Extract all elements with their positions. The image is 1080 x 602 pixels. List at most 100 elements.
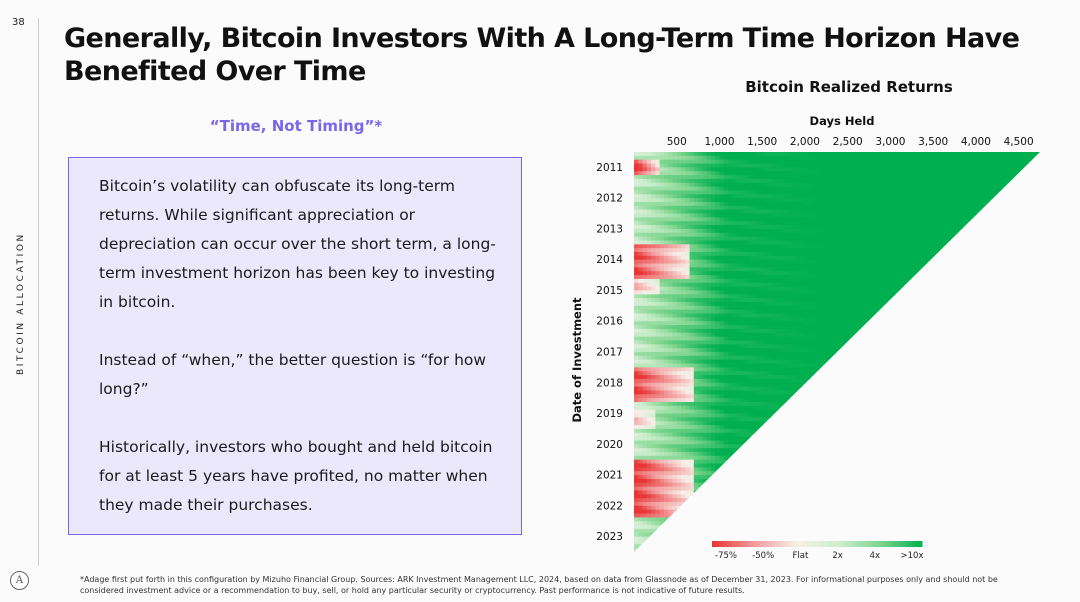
heatmap-cell	[766, 394, 772, 399]
heatmap-cell	[745, 190, 750, 195]
heatmap-cell	[659, 248, 665, 253]
heatmap-cell	[681, 471, 686, 476]
heatmap-cell	[676, 186, 682, 192]
heatmap-cell	[779, 267, 785, 272]
heatmap-cell	[736, 436, 742, 442]
heatmap-cell	[796, 236, 802, 242]
heatmap-cell	[963, 202, 968, 207]
heatmap-cell	[1022, 155, 1028, 161]
heatmap-cell	[710, 163, 716, 168]
heatmap-cell	[770, 286, 776, 292]
heatmap-cell	[1014, 159, 1020, 165]
heatmap-cell	[723, 444, 729, 449]
heatmap-cell	[1018, 171, 1024, 176]
heatmap-cell	[655, 394, 661, 399]
heatmap-cell	[676, 405, 682, 411]
heatmap-cell	[903, 259, 909, 265]
heatmap-cell	[651, 340, 656, 345]
heatmap-cell	[659, 190, 665, 195]
heatmap-cell	[1001, 178, 1007, 184]
heatmap-cell	[1018, 159, 1024, 165]
heatmap-cell	[668, 240, 674, 245]
heatmap-cell	[762, 267, 768, 272]
heatmap-cell	[839, 175, 845, 180]
heatmap-cell	[681, 336, 686, 342]
heatmap-cell	[702, 328, 708, 334]
heatmap-cell	[749, 278, 755, 284]
heatmap-cell	[809, 228, 815, 234]
heatmap-cell	[839, 340, 845, 345]
heatmap-cell	[933, 228, 939, 234]
heatmap-cell	[762, 336, 768, 342]
heatmap-cell	[736, 232, 742, 238]
heatmap-cell	[753, 202, 759, 207]
heatmap-cell	[710, 352, 716, 357]
heatmap-cell	[796, 367, 802, 372]
heatmap-cell	[847, 205, 853, 211]
heatmap-cell	[911, 163, 917, 168]
heatmap-cell	[698, 213, 703, 218]
heatmap-cell	[804, 340, 810, 345]
heatmap-cell	[911, 275, 917, 280]
heatmap-cell	[681, 367, 686, 372]
heatmap-cell	[822, 232, 827, 238]
heatmap-cell	[873, 302, 879, 307]
heatmap-cell	[839, 313, 845, 318]
heatmap-cell	[941, 228, 947, 234]
heatmap-cell	[762, 313, 768, 318]
heatmap-cell	[655, 459, 661, 465]
heatmap-cell	[941, 232, 947, 238]
heatmap-cell	[672, 213, 678, 218]
heatmap-cell	[770, 155, 776, 161]
heatmap-cell	[800, 194, 806, 199]
heatmap-cell	[651, 290, 656, 295]
heatmap-cell	[710, 440, 716, 445]
heatmap-cell	[651, 367, 656, 372]
heatmap-cell	[796, 386, 802, 392]
heatmap-cell	[809, 378, 815, 384]
heatmap-cell	[869, 290, 874, 295]
heatmap-cell	[804, 359, 810, 365]
heatmap-cell	[804, 167, 810, 172]
heatmap-cell	[886, 186, 892, 192]
heatmap-cell	[830, 163, 836, 168]
heatmap-cell	[672, 475, 678, 480]
heatmap-cell	[804, 202, 810, 207]
heatmap-cell	[770, 290, 776, 295]
heatmap-cell	[638, 228, 644, 234]
heatmap-cell	[988, 159, 994, 165]
heatmap-cell	[898, 175, 904, 180]
heatmap-cell	[860, 309, 866, 315]
heatmap-cell	[659, 198, 665, 203]
heatmap-cell	[1010, 175, 1015, 180]
heatmap-cell	[655, 228, 661, 234]
heatmap-cell	[698, 348, 703, 353]
heatmap-cell	[663, 428, 669, 434]
heatmap-cell	[843, 236, 849, 242]
heatmap-cell	[869, 163, 874, 168]
heatmap-cell	[706, 448, 712, 453]
heatmap-cell	[642, 390, 648, 395]
heatmap-cell	[655, 178, 661, 184]
heatmap-cell	[663, 313, 669, 318]
heatmap-cell	[796, 221, 802, 226]
heatmap-cell	[958, 205, 964, 211]
heatmap-cell	[894, 232, 900, 238]
heatmap-cell	[856, 267, 862, 272]
heatmap-cell	[809, 305, 815, 311]
heatmap-cell	[860, 259, 866, 265]
heatmap-cell	[856, 244, 862, 249]
heatmap-cell	[873, 298, 879, 303]
heatmap-cell	[693, 336, 699, 342]
heatmap-cell	[740, 394, 746, 399]
heatmap-cell	[933, 248, 939, 253]
heatmap-cell	[745, 440, 750, 445]
heatmap-cell	[740, 232, 746, 238]
heatmap-cell	[706, 375, 712, 380]
heatmap-cell	[757, 340, 763, 345]
heatmap-cell	[753, 394, 759, 399]
heatmap-cell	[787, 171, 793, 176]
heatmap-cell	[638, 275, 644, 280]
heatmap-cell	[676, 494, 682, 499]
callout-box: Bitcoin’s volatility can obfuscate its l…	[68, 157, 522, 535]
